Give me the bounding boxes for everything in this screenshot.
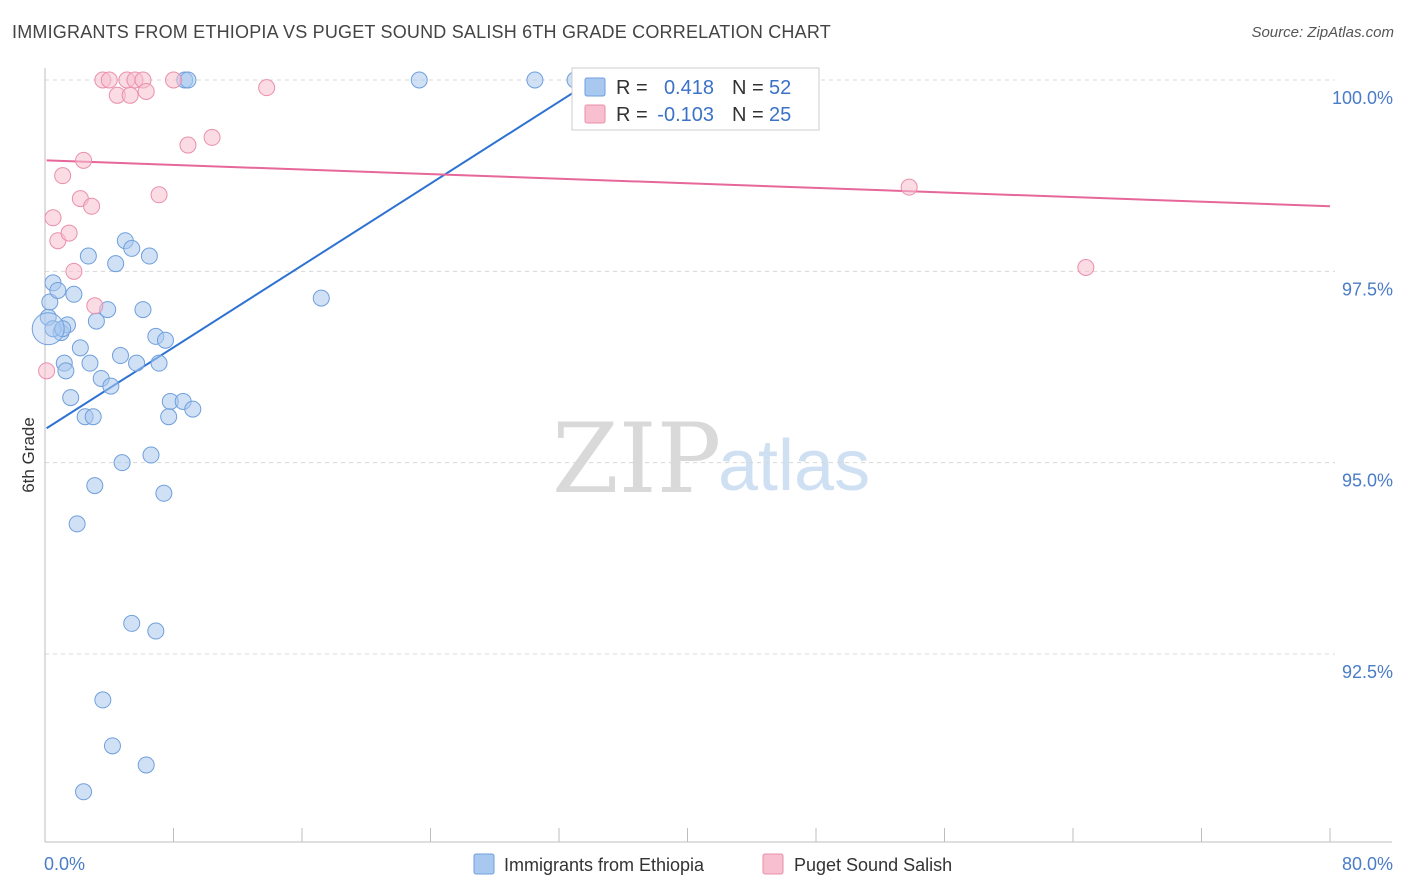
watermark-atlas: atlas (718, 426, 870, 506)
n-label: N = (732, 77, 764, 99)
salish-point (38, 362, 56, 380)
data-points (31, 71, 1095, 801)
ethiopia-point (75, 783, 93, 801)
salish-point (165, 71, 182, 89)
ethiopia-point (147, 622, 165, 640)
ethiopia-point (79, 247, 97, 265)
salish-point (83, 197, 101, 215)
salish-point (44, 209, 62, 227)
ethiopia-point (156, 331, 174, 349)
ethiopia-point (150, 354, 168, 372)
ethiopia-point (84, 408, 102, 426)
salish-trend-line (46, 159, 1331, 208)
salish-point (65, 262, 83, 280)
ethiopia-point (113, 454, 131, 472)
ethiopia-point (155, 484, 173, 502)
y-tick-label: 97.5% (1342, 279, 1393, 299)
ethiopia-point (68, 515, 86, 533)
legend-label-salish: Puget Sound Salish (794, 855, 952, 875)
y-tick-label: 95.0% (1342, 471, 1393, 491)
r-label: R = (616, 104, 648, 126)
watermark: ZIP atlas (552, 403, 870, 515)
salish-point (121, 86, 139, 104)
salish-point (75, 151, 93, 169)
ethiopia-point (62, 389, 80, 407)
salish-point (137, 82, 155, 100)
ethiopia-point (103, 737, 121, 755)
ethiopia-point (71, 339, 89, 357)
salish-point (203, 128, 221, 146)
salish-point (86, 297, 104, 315)
ethiopia-point (31, 312, 65, 346)
ethiopia-point (123, 239, 141, 257)
ethiopia-point (65, 285, 83, 303)
ethiopia-point (410, 71, 428, 89)
r-value: -0.103 (657, 104, 714, 126)
ethiopia-point (128, 354, 146, 372)
ethiopia-point (137, 756, 155, 774)
stats-box: R = 0.418 N = 52 R = -0.103 N = 25 (571, 67, 820, 131)
source-credit: Source: ZipAtlas.com (1251, 24, 1394, 41)
x-tick-label: 80.0% (1342, 854, 1393, 874)
ethiopia-point (312, 289, 330, 307)
ethiopia-point (102, 377, 120, 395)
ethiopia-point (179, 71, 197, 89)
salish-point (100, 71, 118, 89)
salish-point (60, 224, 78, 242)
salish-point (150, 186, 168, 204)
ethiopia-point (54, 320, 72, 338)
gridlines (45, 79, 1335, 655)
salish-point (179, 136, 197, 154)
y-tick-label: 92.5% (1342, 662, 1393, 682)
ethiopia-point (160, 408, 178, 426)
salish-swatch (584, 104, 606, 124)
x-tick-label: 0.0% (44, 854, 85, 874)
legend-swatch-ethiopia (473, 853, 495, 875)
n-value: 25 (769, 104, 791, 126)
r-label: R = (616, 77, 648, 99)
ethiopia-point (111, 347, 129, 365)
ethiopia-point (526, 71, 544, 89)
ethiopia-point (94, 691, 112, 709)
salish-point (900, 178, 918, 196)
salish-point (54, 167, 72, 185)
y-tick-label: 100.0% (1332, 88, 1393, 108)
watermark-zip: ZIP (552, 403, 721, 515)
r-value: 0.418 (664, 77, 714, 99)
ethiopia-point (49, 281, 67, 299)
chart-title: IMMIGRANTS FROM ETHIOPIA VS PUGET SOUND … (12, 22, 831, 42)
ethiopia-point (184, 400, 202, 418)
legend-label-ethiopia: Immigrants from Ethiopia (504, 855, 705, 875)
ethiopia-point (86, 477, 104, 495)
salish-point (258, 79, 276, 97)
n-value: 52 (769, 77, 791, 99)
ethiopia-point (123, 614, 141, 632)
axes: 100.0% 97.5% 95.0% 92.5% 0.0% 80.0% (44, 68, 1393, 874)
salish-point (1077, 259, 1095, 277)
n-label: N = (732, 104, 764, 126)
ethiopia-swatch (584, 77, 606, 97)
ethiopia-point (134, 301, 152, 319)
stats-box-frame (571, 67, 820, 131)
ethiopia-point (140, 247, 158, 265)
ethiopia-point (57, 362, 75, 380)
legend-swatch-salish (762, 853, 784, 875)
ethiopia-point (81, 354, 99, 372)
y-axis-title: 6th Grade (19, 417, 38, 493)
ethiopia-point (107, 255, 125, 273)
ethiopia-point (142, 446, 160, 464)
legend: Immigrants from Ethiopia Puget Sound Sali… (473, 853, 952, 875)
